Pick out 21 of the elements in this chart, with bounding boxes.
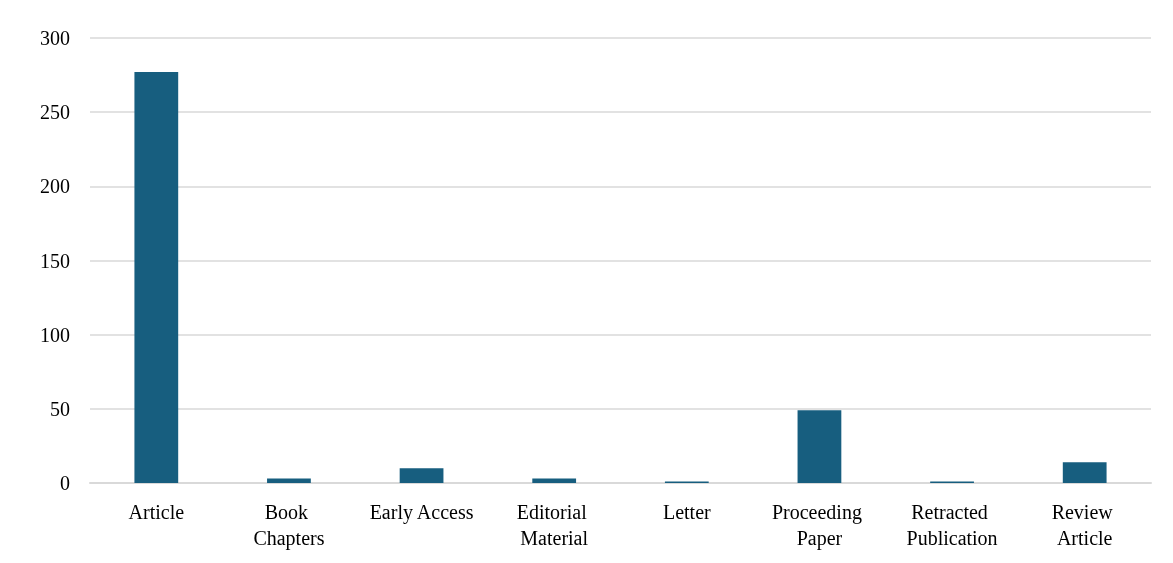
y-tick-label: 250 xyxy=(40,101,70,124)
y-tick-label: 0 xyxy=(60,472,70,494)
bar xyxy=(267,478,311,483)
bar xyxy=(532,478,577,483)
x-tick-label: Book Chapters xyxy=(253,501,325,550)
bar xyxy=(134,72,179,483)
bar xyxy=(797,410,842,483)
x-tick-label: Retracted Publication xyxy=(906,501,998,549)
y-tick-label: 150 xyxy=(40,249,70,272)
y-tick-label: 300 xyxy=(40,27,70,49)
x-tick-label: Letter xyxy=(662,501,712,523)
x-tick-label: Review Article xyxy=(1051,501,1118,549)
y-tick-label: 100 xyxy=(40,323,70,346)
bar xyxy=(1062,462,1107,483)
y-tick-label: 200 xyxy=(40,175,70,198)
x-tick-label: Article xyxy=(128,501,185,523)
x-tick-label: Editorial Material xyxy=(516,501,592,549)
x-tick-label: Early Access xyxy=(369,501,474,524)
bar xyxy=(399,468,444,483)
x-tick-label: Proceeding Paper xyxy=(771,501,867,550)
y-tick-label: 50 xyxy=(50,397,70,420)
